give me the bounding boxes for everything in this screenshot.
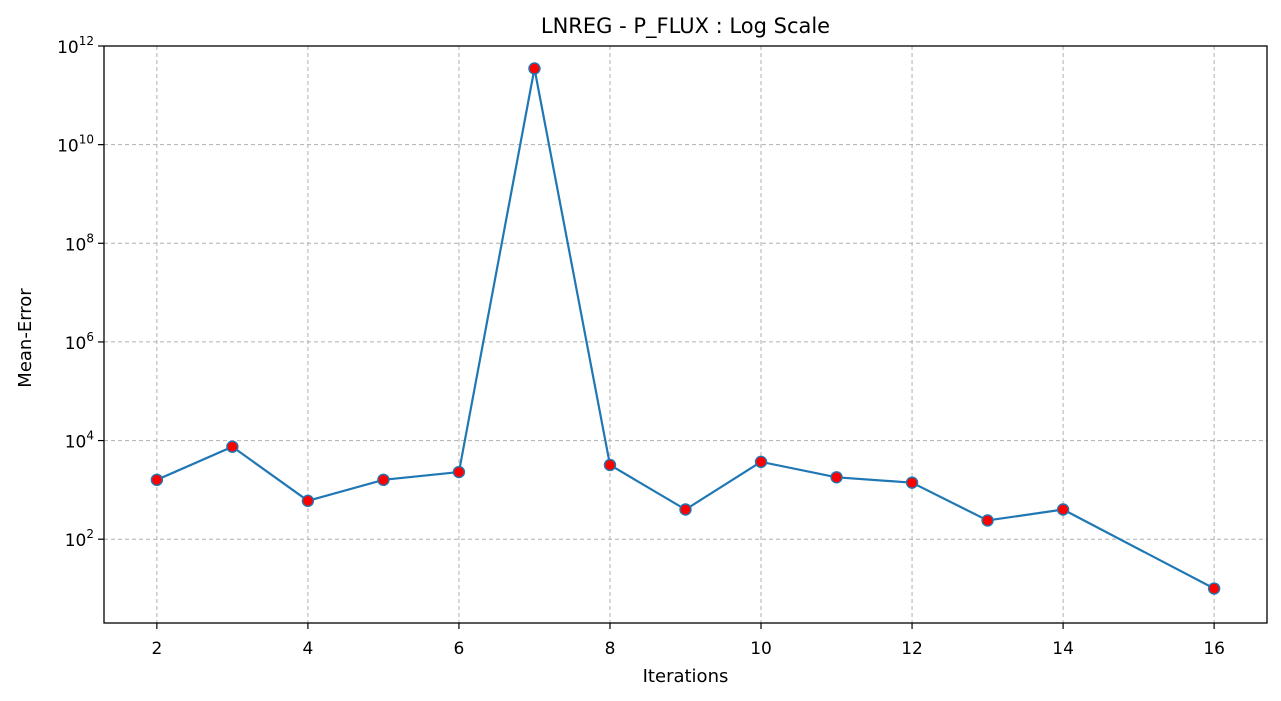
chart-title: LNREG - P_FLUX : Log Scale [541, 14, 830, 39]
x-tick-label: 10 [750, 639, 772, 659]
grid [104, 45, 1267, 623]
x-tick-label: 4 [302, 639, 313, 659]
x-tick-label: 2 [151, 639, 162, 659]
data-point [1207, 582, 1221, 595]
data-point [603, 458, 617, 472]
data-point [830, 471, 843, 484]
data-point [1056, 503, 1070, 516]
data-point [679, 503, 692, 516]
data-point [150, 473, 164, 487]
y-tick-label: 104 [65, 429, 94, 453]
series-line [156, 67, 1215, 590]
y-tick-label: 108 [65, 231, 94, 255]
x-tick-label: 6 [454, 639, 465, 659]
plot-frame [103, 45, 1268, 624]
data-point [377, 473, 390, 487]
y-tick-label: 102 [65, 527, 94, 551]
data-point [528, 62, 541, 75]
data-point [981, 514, 994, 527]
x-tick-label: 16 [1203, 639, 1225, 659]
x-tick-label: 12 [901, 639, 923, 659]
series-layer [150, 62, 1221, 595]
data-point [452, 465, 466, 479]
y-tick-label: 106 [65, 330, 94, 354]
data-point [226, 440, 239, 453]
data-point [301, 494, 315, 508]
data-point [905, 476, 919, 489]
y-axis-label: Mean-Error [15, 288, 36, 388]
y-tick-label: 1012 [57, 34, 94, 58]
x-tick-label: 14 [1052, 639, 1074, 659]
x-axis-label: Iterations [643, 666, 729, 687]
x-tick-label: 8 [605, 639, 616, 659]
data-point [754, 455, 768, 469]
y-tick-label: 1010 [57, 133, 94, 157]
